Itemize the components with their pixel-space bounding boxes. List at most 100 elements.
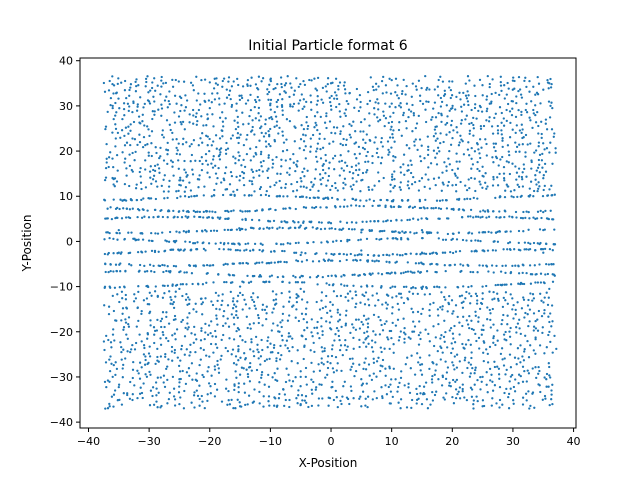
particle-point bbox=[264, 132, 267, 135]
particle-point bbox=[348, 91, 351, 95]
particle-point bbox=[154, 285, 157, 288]
particle-point bbox=[270, 115, 273, 119]
particle-point bbox=[311, 226, 314, 229]
particle-point bbox=[244, 356, 247, 360]
particle-point bbox=[147, 151, 150, 154]
particle-point bbox=[409, 270, 412, 273]
particle-point bbox=[111, 177, 114, 180]
particle-point bbox=[464, 184, 467, 187]
particle-point bbox=[465, 290, 468, 294]
particle-point bbox=[156, 406, 159, 409]
particle-point bbox=[391, 173, 394, 176]
particle-point bbox=[359, 258, 362, 262]
particle-point bbox=[508, 241, 512, 244]
particle-point bbox=[302, 221, 305, 225]
particle-point bbox=[190, 153, 194, 157]
particle-point bbox=[314, 87, 317, 90]
particle-point bbox=[464, 94, 468, 97]
particle-point bbox=[520, 113, 523, 117]
particle-point bbox=[377, 85, 380, 88]
particle-point bbox=[134, 187, 138, 190]
particle-point bbox=[329, 222, 333, 225]
particle-point bbox=[321, 146, 325, 149]
particle-point bbox=[394, 91, 397, 94]
particle-point bbox=[497, 299, 500, 302]
particle-point bbox=[338, 338, 341, 342]
particle-point bbox=[222, 263, 225, 266]
particle-point bbox=[483, 231, 487, 234]
particle-point bbox=[518, 143, 521, 146]
particle-point bbox=[295, 293, 298, 296]
particle-point bbox=[388, 136, 392, 139]
particle-point bbox=[450, 351, 453, 355]
particle-point bbox=[403, 337, 406, 341]
particle-point bbox=[260, 125, 263, 128]
particle-point bbox=[544, 209, 547, 213]
particle-point bbox=[128, 184, 131, 188]
particle-point bbox=[316, 142, 320, 145]
particle-point bbox=[290, 86, 293, 89]
particle-point bbox=[524, 334, 527, 337]
particle-point bbox=[354, 290, 357, 293]
particle-point bbox=[132, 100, 135, 103]
particle-point bbox=[284, 344, 287, 347]
particle-point bbox=[312, 370, 315, 373]
particle-point bbox=[503, 283, 506, 286]
particle-point bbox=[165, 367, 168, 371]
particle-point bbox=[265, 226, 269, 229]
particle-point bbox=[181, 294, 184, 298]
particle-point bbox=[501, 155, 504, 159]
particle-point bbox=[104, 262, 107, 265]
particle-point bbox=[355, 157, 358, 160]
particle-point bbox=[120, 345, 123, 349]
particle-point bbox=[461, 140, 464, 143]
particle-point bbox=[284, 82, 288, 85]
particle-point bbox=[552, 135, 555, 138]
particle-point bbox=[169, 296, 172, 299]
particle-point bbox=[220, 400, 224, 403]
particle-point bbox=[413, 140, 416, 143]
particle-point bbox=[274, 208, 277, 212]
particle-point bbox=[486, 249, 490, 252]
particle-point bbox=[191, 168, 194, 171]
particle-point bbox=[466, 90, 469, 93]
particle-point bbox=[141, 145, 145, 149]
particle-point bbox=[277, 132, 280, 135]
particle-point bbox=[515, 331, 518, 334]
particle-point bbox=[411, 271, 414, 274]
particle-point bbox=[239, 262, 242, 265]
particle-point bbox=[537, 141, 541, 144]
particle-point bbox=[164, 239, 167, 242]
particle-point bbox=[257, 112, 260, 115]
particle-point bbox=[514, 264, 517, 267]
particle-point bbox=[157, 250, 160, 253]
particle-point bbox=[390, 336, 393, 340]
particle-point bbox=[420, 251, 424, 254]
particle-point bbox=[468, 375, 472, 378]
particle-point bbox=[413, 232, 416, 235]
particle-point bbox=[335, 326, 339, 330]
particle-point bbox=[426, 153, 430, 157]
particle-point bbox=[402, 113, 405, 117]
particle-point bbox=[125, 141, 129, 144]
particle-point bbox=[247, 194, 251, 197]
particle-point bbox=[534, 352, 537, 355]
particle-point bbox=[199, 215, 202, 219]
particle-point bbox=[447, 180, 450, 184]
particle-point bbox=[248, 323, 251, 326]
particle-point bbox=[153, 208, 157, 212]
particle-point bbox=[107, 165, 110, 169]
particle-point bbox=[194, 302, 197, 305]
particle-point bbox=[186, 296, 190, 299]
particle-point bbox=[433, 101, 437, 104]
particle-point bbox=[487, 270, 490, 273]
particle-point bbox=[142, 299, 146, 302]
particle-point bbox=[397, 308, 401, 311]
particle-point bbox=[434, 206, 438, 210]
particle-point bbox=[159, 355, 163, 358]
particle-point bbox=[157, 391, 160, 394]
particle-point bbox=[470, 146, 473, 150]
particle-point bbox=[321, 306, 325, 310]
particle-point bbox=[214, 335, 218, 338]
